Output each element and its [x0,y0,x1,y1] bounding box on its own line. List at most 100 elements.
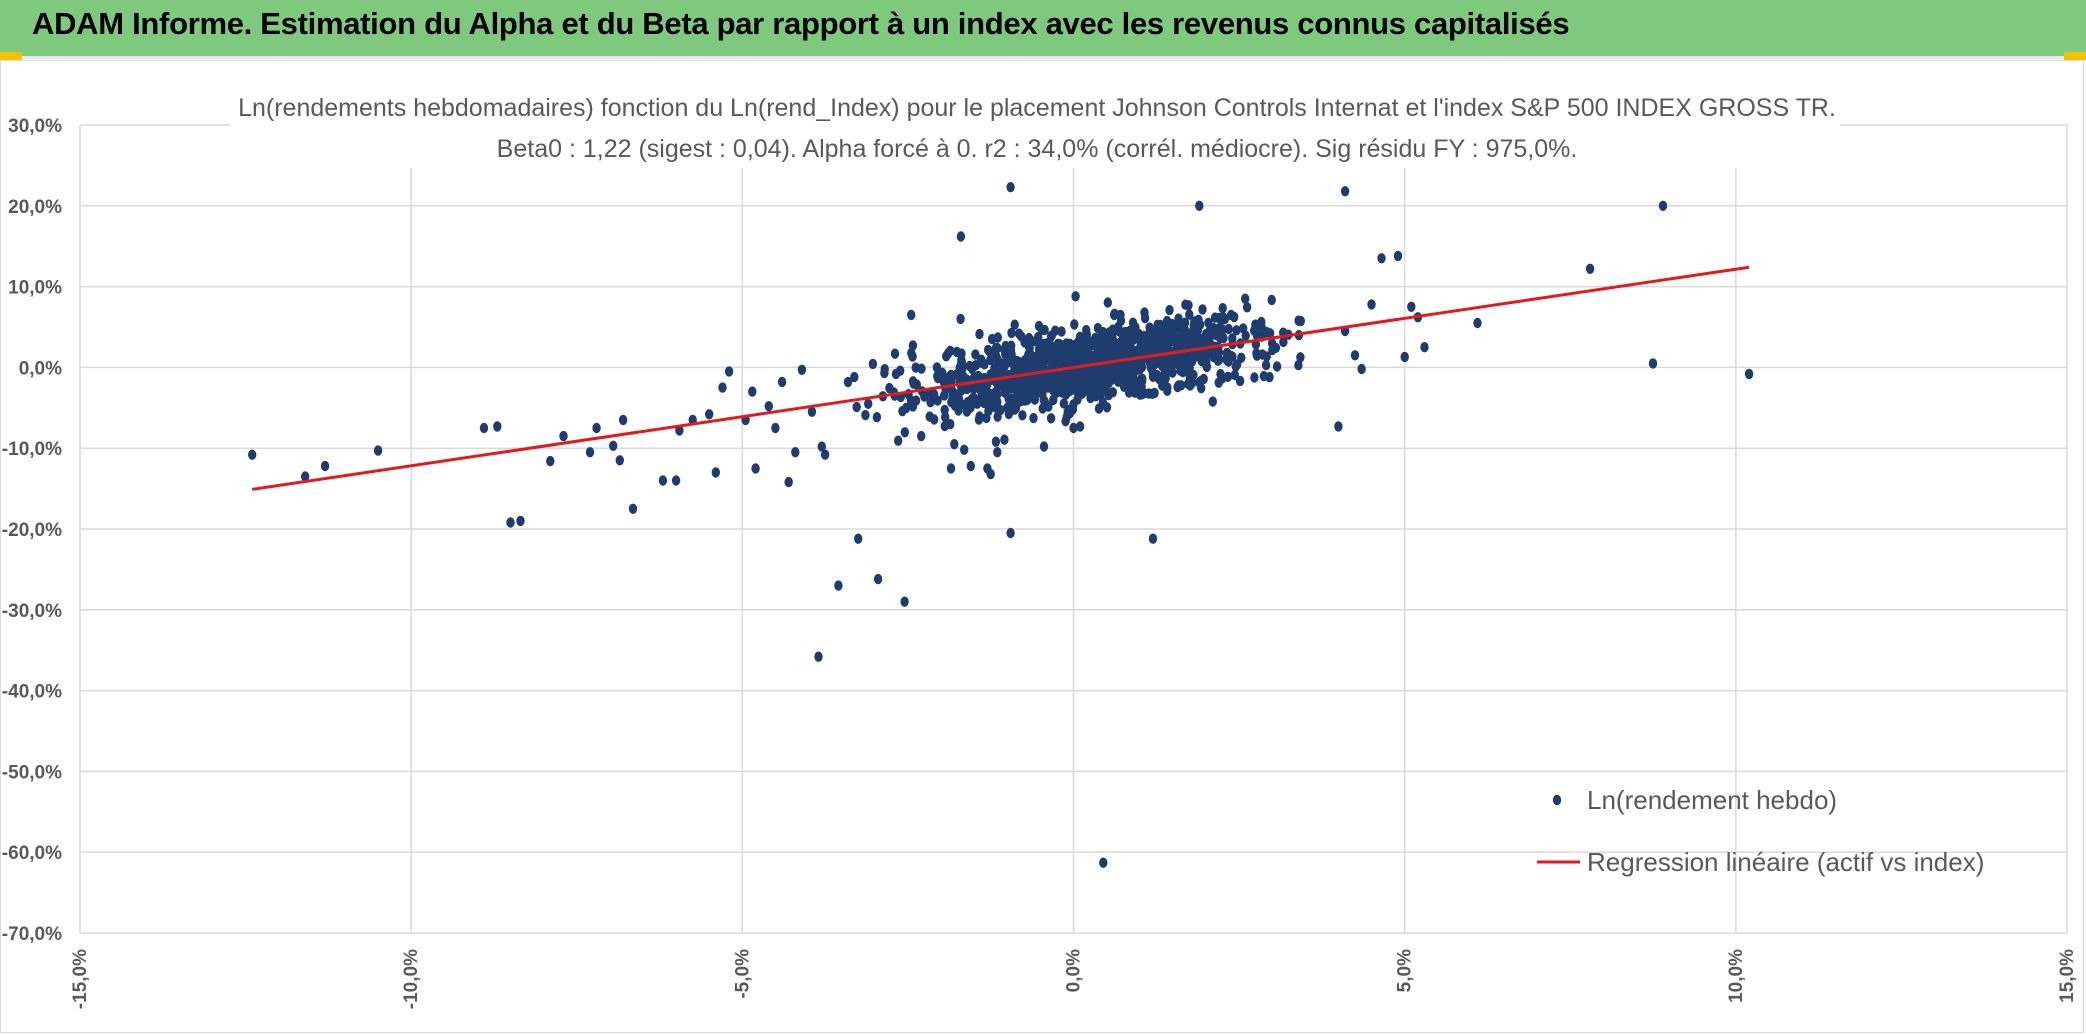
data-point [1078,375,1088,386]
data-point [933,395,942,406]
data-point [1367,299,1376,310]
data-point [1086,392,1095,404]
data-point [940,420,949,432]
data-point [930,414,939,425]
data-point [991,436,1001,447]
data-point [1039,441,1049,452]
x-tick-label: 0,0% [1064,949,1085,992]
data-point [975,328,984,340]
data-point [991,342,1001,354]
data-point [987,389,996,400]
data-point [1006,527,1015,539]
data-point [1094,403,1104,414]
data-point [872,412,882,423]
data-point [1186,380,1195,391]
data-point [1156,329,1166,340]
data-point [671,475,681,486]
legend-label-regression: Regression linéaire (actif vs index) [1587,847,1984,877]
data-point [791,447,800,458]
data-point [1377,253,1386,264]
data-point [1098,370,1108,381]
data-point [873,573,883,585]
corner-marker-left [0,52,22,60]
y-tick-label: -60,0% [2,843,62,864]
data-point [1216,368,1225,380]
data-point [1170,335,1179,346]
data-point [711,467,720,478]
data-point [986,468,995,480]
data-point [1208,329,1218,340]
data-point [1153,319,1162,330]
data-point [980,382,989,394]
data-point [1181,299,1190,310]
data-point [993,354,1002,365]
data-point [817,441,826,452]
data-point [1121,344,1131,355]
x-tick-label: -15,0% [70,949,91,1009]
data-point [1393,250,1403,262]
report-title: ADAM Informe. Estimation du Alpha et du … [32,6,1570,41]
data-point [748,386,757,397]
data-point [1157,337,1167,349]
data-point [1150,327,1159,338]
data-point [1195,350,1205,361]
data-point [1108,324,1118,335]
data-point [920,391,929,402]
data-point [894,435,903,446]
data-point [1073,394,1082,405]
data-point [1081,332,1091,344]
data-point [1061,389,1071,400]
chart-title: Ln(rendements hebdomadaires) fonction du… [238,94,1836,122]
data-point [1648,358,1658,369]
data-point [900,427,909,438]
axis-labels: 30,0% 20,0% 10,0% 0,0% -10,0% -20,0% -30,0% -40… [2,116,2078,1009]
data-point [1103,297,1113,308]
data-point [1067,367,1076,379]
data-point [1057,326,1066,337]
data-point [885,382,894,394]
data-point [718,382,727,393]
data-point [1658,200,1668,211]
data-point [1070,319,1079,330]
data-point [1400,351,1409,363]
chart-titles: Ln(rendements hebdomadaires) fonction du… [230,84,1840,168]
data-point [1136,374,1146,385]
data-point [990,402,1000,413]
data-point [1252,350,1262,361]
data-point [1044,337,1053,348]
legend-label-points: Ln(rendement hebdo) [1587,785,1837,815]
data-point [618,414,628,426]
data-point [898,406,907,417]
data-point [1110,309,1119,321]
data-point [1029,389,1039,400]
data-point [850,371,859,383]
data-point [1294,360,1303,371]
data-point [1104,351,1113,363]
data-point [658,475,668,486]
data-point [1059,398,1069,409]
data-point [868,358,878,370]
data-point [986,369,995,380]
data-point [1296,352,1305,363]
data-point [1030,336,1040,347]
data-point [940,404,949,416]
y-tick-label: -10,0% [2,439,62,460]
data-point [1006,182,1015,193]
data-point [1091,368,1101,379]
data-point [1029,412,1038,424]
data-point [1069,356,1078,367]
data-point [946,463,956,474]
data-point [1231,361,1241,372]
x-tick-label: 10,0% [1726,949,1747,1003]
data-point [1037,324,1047,335]
data-point [771,422,780,434]
data-point [1071,291,1080,302]
data-point [926,397,935,408]
data-point [1000,344,1009,355]
data-point [777,376,787,388]
data-point [585,447,595,458]
data-point [908,376,918,387]
data-point [1158,359,1167,371]
data-point [1201,328,1211,340]
